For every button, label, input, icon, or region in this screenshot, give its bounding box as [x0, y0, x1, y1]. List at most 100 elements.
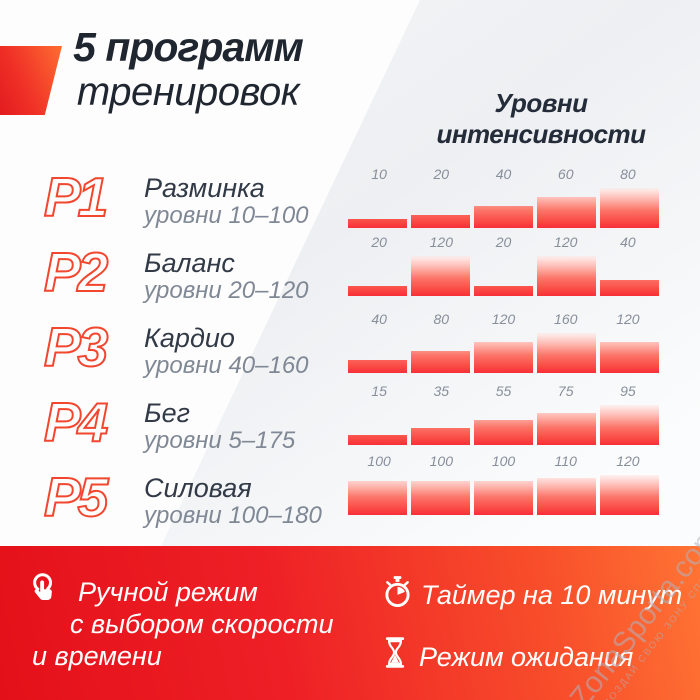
standby-feature-label: Режим ожидания: [419, 642, 634, 672]
program-text: Баланс уровни 20–120: [144, 242, 309, 303]
program-code: P3: [43, 316, 109, 378]
bar-group: [348, 184, 659, 228]
intensity-bar: [474, 481, 533, 515]
program-levels: уровни 10–100: [144, 202, 309, 229]
intensity-bar: [537, 413, 596, 445]
bar-value-label: 20: [495, 234, 512, 250]
manual-mode-line-3: и времени: [32, 641, 162, 671]
intensity-bar: [474, 342, 533, 373]
bar-value-label: 75: [557, 383, 574, 399]
chart-row: 15 35 55 75 95: [348, 383, 659, 445]
program-levels: уровни 5–175: [144, 427, 296, 454]
intensity-bar: [600, 280, 659, 296]
intensity-bar: [537, 197, 596, 228]
bar-value-labels: 10 20 40 60 80: [348, 166, 659, 182]
timer-feature-label: Таймер на 10 минут: [421, 580, 683, 610]
tap-icon: [33, 573, 53, 600]
intensity-bar: [411, 481, 470, 515]
intensity-bar: [600, 475, 659, 515]
bar-value-label: 20: [433, 166, 450, 182]
manual-mode-line-1: Ручной режим: [78, 577, 258, 607]
chart-title: Уровни интенсивности: [436, 88, 646, 149]
program-text: Бег уровни 5–175: [144, 392, 295, 453]
bar-value-label: 10: [371, 166, 387, 182]
page-title-line-2: тренировок: [76, 70, 300, 114]
bar-group: [348, 401, 659, 445]
bar-value-label: 160: [554, 311, 578, 327]
bar-value-label: 55: [495, 383, 512, 399]
bar-value-label: 100: [491, 453, 516, 469]
bar-value-label: 35: [433, 383, 450, 399]
intensity-bar: [537, 478, 596, 515]
chart-row: 10 20 40 60 80: [348, 166, 659, 228]
program-name: Баланс: [144, 248, 235, 278]
program-row: P3 Кардио уровни 40–160: [43, 316, 344, 392]
chart-row: 100 100 100 110 120: [348, 453, 659, 515]
intensity-bar: [474, 286, 533, 296]
bar-value-label: 100: [367, 453, 391, 469]
intensity-bar: [474, 206, 533, 228]
intensity-bar: [600, 405, 659, 445]
intensity-bar: [348, 219, 407, 228]
intensity-bar: [348, 286, 407, 296]
bar-group: [348, 252, 659, 296]
program-row: P4 Бег уровни 5–175: [43, 391, 344, 467]
bar-value-label: 80: [620, 166, 636, 182]
intensity-bar: [537, 256, 596, 296]
chart-row: 20 120 20 120 40: [348, 234, 659, 296]
program-name: Разминка: [144, 173, 265, 203]
stopwatch-icon: [385, 576, 410, 608]
bar-value-label: 40: [620, 234, 636, 250]
program-code: P2: [43, 241, 109, 303]
program-row: P1 Разминка уровни 10–100: [43, 166, 344, 242]
intensity-bar: [348, 435, 407, 445]
bar-group: [348, 471, 659, 515]
bar-value-label: 110: [554, 453, 577, 469]
manual-mode-line-2: с выбором скорости: [70, 609, 334, 639]
program-row: P5 Силовая уровни 100–180: [43, 466, 344, 542]
intensity-bar: [411, 351, 470, 373]
bar-value-labels: 40 80 120 160 120: [348, 311, 659, 327]
program-levels: уровни 20–120: [144, 277, 309, 304]
bar-value-label: 120: [491, 311, 516, 327]
bottom-feature-band: Ручной режим с выбором скорости и времен…: [0, 546, 700, 700]
bar-value-label: 40: [495, 166, 512, 182]
bar-value-labels: 20 120 20 120 40: [348, 234, 659, 250]
program-row: P2 Баланс уровни 20–120: [43, 241, 344, 317]
bar-value-label: 120: [616, 453, 640, 469]
program-levels: уровни 100–180: [144, 502, 322, 529]
intensity-bar: [411, 215, 470, 228]
intensity-bar: [348, 360, 407, 373]
program-name: Бег: [144, 398, 190, 428]
program-name: Силовая: [144, 473, 252, 503]
program-text: Кардио уровни 40–160: [144, 317, 309, 378]
bar-value-labels: 15 35 55 75 95: [348, 383, 659, 399]
program-code: P1: [43, 166, 109, 228]
program-code: P4: [43, 391, 109, 453]
program-code: P5: [43, 466, 109, 528]
bar-value-label: 100: [429, 453, 453, 469]
red-accent-flag: [0, 46, 62, 115]
bar-value-label: 120: [429, 234, 453, 250]
program-text: Силовая уровни 100–180: [144, 467, 322, 528]
program-levels: уровни 40–160: [144, 352, 309, 379]
intensity-bar: [537, 333, 596, 373]
hourglass-icon: [385, 637, 405, 668]
bar-value-label: 20: [371, 234, 387, 250]
bar-value-label: 120: [554, 234, 578, 250]
intensity-bar: [474, 420, 533, 445]
intensity-bar: [348, 481, 407, 515]
intensity-bar: [600, 188, 659, 228]
program-name: Кардио: [144, 323, 235, 353]
bar-value-label: 60: [557, 166, 574, 182]
bar-value-label: 120: [616, 311, 640, 327]
bar-value-label: 95: [620, 383, 636, 399]
page-title-line-1: 5 программ: [73, 24, 304, 70]
intensity-bar: [411, 256, 470, 296]
program-text: Разминка уровни 10–100: [144, 167, 309, 228]
chart-row: 40 80 120 160 120: [348, 311, 659, 373]
bar-value-labels: 100 100 100 110 120: [348, 453, 659, 469]
bar-value-label: 40: [371, 311, 387, 327]
bar-group: [348, 329, 659, 373]
